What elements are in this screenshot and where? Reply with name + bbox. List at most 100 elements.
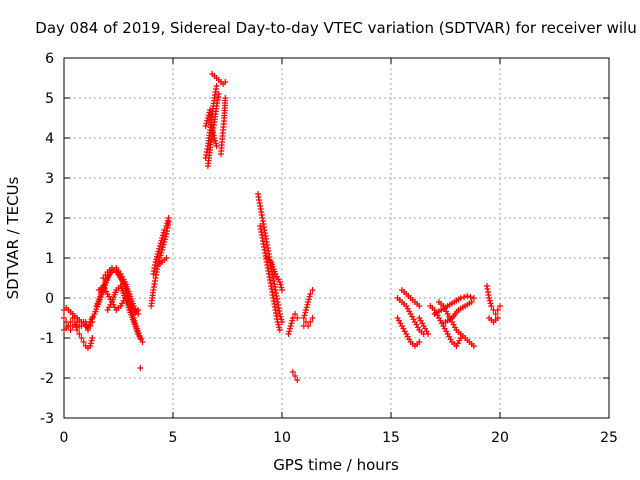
data-point [65, 323, 72, 329]
data-point [152, 259, 159, 265]
series-seg19 [257, 223, 283, 333]
data-point [163, 223, 170, 229]
data-point [292, 311, 299, 317]
data-point [306, 293, 313, 300]
data-point [212, 140, 219, 147]
data-point [288, 320, 295, 327]
data-point [156, 257, 163, 264]
series-seg32 [442, 299, 475, 325]
data-point [467, 294, 474, 300]
data-point [286, 328, 293, 335]
data-point [275, 321, 282, 328]
y-tick-label: -2 [40, 371, 54, 387]
data-point [303, 304, 310, 311]
series-seg33 [483, 283, 503, 317]
data-point [158, 237, 165, 244]
data-point [67, 327, 74, 333]
data-point [159, 244, 166, 251]
x-tick-label: 5 [169, 430, 178, 446]
data-point [160, 229, 167, 236]
data-point [309, 287, 316, 293]
series-seg34 [486, 315, 501, 325]
data-point [161, 227, 168, 233]
data-point [300, 315, 307, 321]
series-seg07 [104, 283, 146, 345]
data-point [162, 233, 169, 240]
series-seg26 [394, 295, 427, 337]
series-seg23 [300, 287, 316, 321]
grid [64, 58, 609, 418]
data-point [304, 301, 311, 308]
data-point [222, 79, 229, 85]
chart-title: Day 084 of 2019, Sidereal Day-to-day VTE… [35, 19, 636, 37]
series-seg17 [202, 107, 220, 149]
y-axis-label: SDTVAR / TECUs [4, 176, 22, 299]
data-point [461, 294, 468, 300]
data-point [163, 255, 170, 261]
x-tick-label: 10 [273, 430, 291, 446]
y-tick-label: 4 [45, 131, 54, 147]
data-point [84, 325, 91, 331]
series-seg25 [394, 315, 423, 349]
data-point [492, 311, 499, 317]
series-seg20 [263, 255, 285, 293]
data-point [89, 315, 96, 321]
series-seg15 [209, 71, 229, 87]
plot-frame [63, 57, 610, 419]
series-seg28 [416, 315, 432, 337]
data-point [289, 369, 296, 375]
data-point [276, 327, 283, 333]
data-point [210, 132, 217, 139]
data-point [88, 337, 95, 344]
data-point [279, 287, 285, 293]
data-point [294, 377, 301, 383]
series-seg31 [431, 293, 477, 317]
data-point [277, 281, 284, 288]
data-point [78, 335, 85, 341]
data-point [108, 265, 115, 271]
x-tick-label: 15 [382, 430, 400, 446]
data-point [135, 307, 142, 313]
data-point [276, 324, 283, 331]
data-point [487, 300, 494, 307]
data-point [309, 315, 316, 321]
data-point [156, 255, 163, 261]
data-point [468, 299, 475, 305]
data-point [294, 315, 301, 321]
data-point [204, 117, 211, 124]
data-point [292, 373, 299, 379]
data-point [156, 243, 163, 249]
data-point [154, 253, 161, 260]
data-point [153, 256, 160, 263]
x-tick-label: 20 [491, 430, 509, 446]
data-point [289, 317, 296, 324]
series-seg24 [300, 315, 316, 329]
data-point [212, 137, 219, 144]
y-tick-label: 0 [45, 291, 54, 307]
data-point [158, 249, 165, 256]
y-tick-label: -3 [40, 411, 54, 427]
data-point [209, 129, 216, 136]
data-point [416, 339, 423, 345]
data-point [165, 215, 172, 221]
data-point [139, 339, 146, 345]
data-point [278, 284, 285, 291]
data-point [464, 293, 471, 299]
series-seg11 [150, 215, 172, 277]
data-point [215, 91, 222, 97]
data-point [209, 127, 216, 133]
data-point [307, 291, 314, 297]
x-axis-label: GPS time / hours [273, 456, 399, 474]
data-point [137, 335, 144, 341]
data-point [86, 322, 93, 328]
data-point [213, 83, 220, 89]
data-point [154, 251, 161, 257]
data-point [470, 295, 477, 301]
data-point [157, 240, 164, 247]
y-tick-label: 6 [45, 51, 54, 67]
data-point [61, 315, 67, 321]
data-point [486, 297, 493, 304]
data-point [160, 241, 167, 248]
x-tick-label: 25 [600, 430, 618, 446]
